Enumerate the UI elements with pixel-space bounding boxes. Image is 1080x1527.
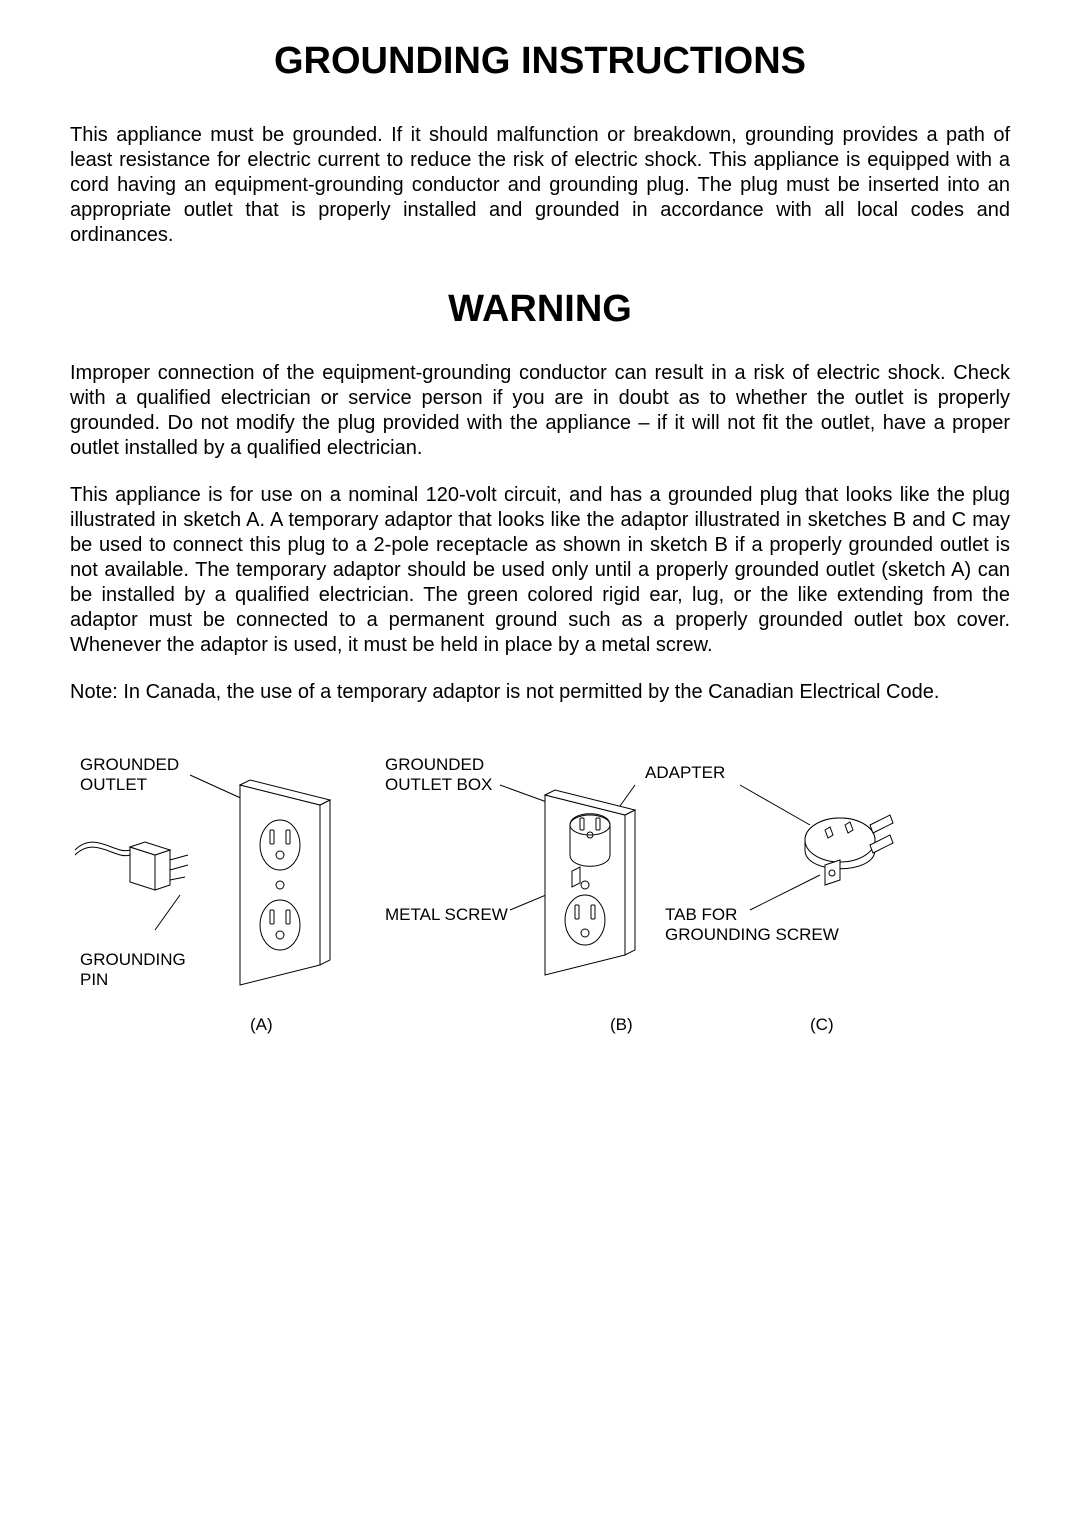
para-note: Note: In Canada, the use of a temporary … xyxy=(70,680,1010,705)
para-warning-1: Improper connection of the equipment-gro… xyxy=(70,361,1010,461)
sketch-c xyxy=(710,755,960,1015)
title-grounding: GROUNDING INSTRUCTIONS xyxy=(70,40,1010,83)
panel-label-c: (C) xyxy=(810,1015,834,1035)
label-grounded-outlet-box-l1: GROUNDED xyxy=(385,755,484,774)
para-warning-2: This appliance is for use on a nominal 1… xyxy=(70,483,1010,658)
label-grounded-outlet-box-l2: OUTLET BOX xyxy=(385,775,492,794)
panel-label-a: (A) xyxy=(250,1015,273,1035)
label-grounded-outlet-box: GROUNDED OUTLET BOX xyxy=(385,755,492,794)
panel-label-b: (B) xyxy=(610,1015,633,1035)
grounding-diagram: GROUNDED OUTLET GROUNDING PIN GROUNDED O… xyxy=(70,755,1010,1075)
sketch-b xyxy=(480,755,680,1015)
para-grounding: This appliance must be grounded. If it s… xyxy=(70,123,1010,248)
title-warning: WARNING xyxy=(70,288,1010,331)
sketch-a xyxy=(70,755,370,1015)
